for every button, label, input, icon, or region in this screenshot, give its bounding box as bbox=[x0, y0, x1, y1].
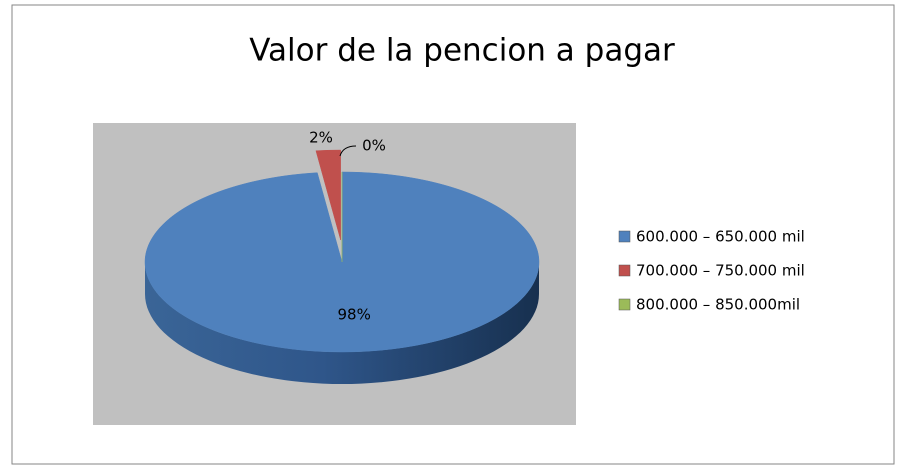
pie-slice-side bbox=[145, 262, 539, 384]
legend-swatch bbox=[618, 230, 631, 243]
data-label: 98% bbox=[338, 305, 371, 323]
pie: 98% 2% 0% bbox=[144, 129, 540, 384]
chart-title: Valor de la pencion a pagar bbox=[249, 33, 675, 69]
legend-label: 700.000 – 750.000 mil bbox=[636, 262, 805, 280]
data-label: 0% bbox=[362, 137, 386, 155]
pie-slice bbox=[315, 149, 341, 241]
leader-line bbox=[339, 145, 357, 157]
legend-label: 800.000 – 850.000mil bbox=[636, 296, 800, 314]
legend-swatch bbox=[618, 264, 631, 277]
data-label: 2% bbox=[309, 129, 333, 147]
legend-label: 600.000 – 650.000 mil bbox=[636, 228, 805, 246]
legend: 600.000 – 650.000 mil 700.000 – 750.000 m… bbox=[618, 228, 805, 314]
legend-swatch bbox=[618, 298, 631, 311]
